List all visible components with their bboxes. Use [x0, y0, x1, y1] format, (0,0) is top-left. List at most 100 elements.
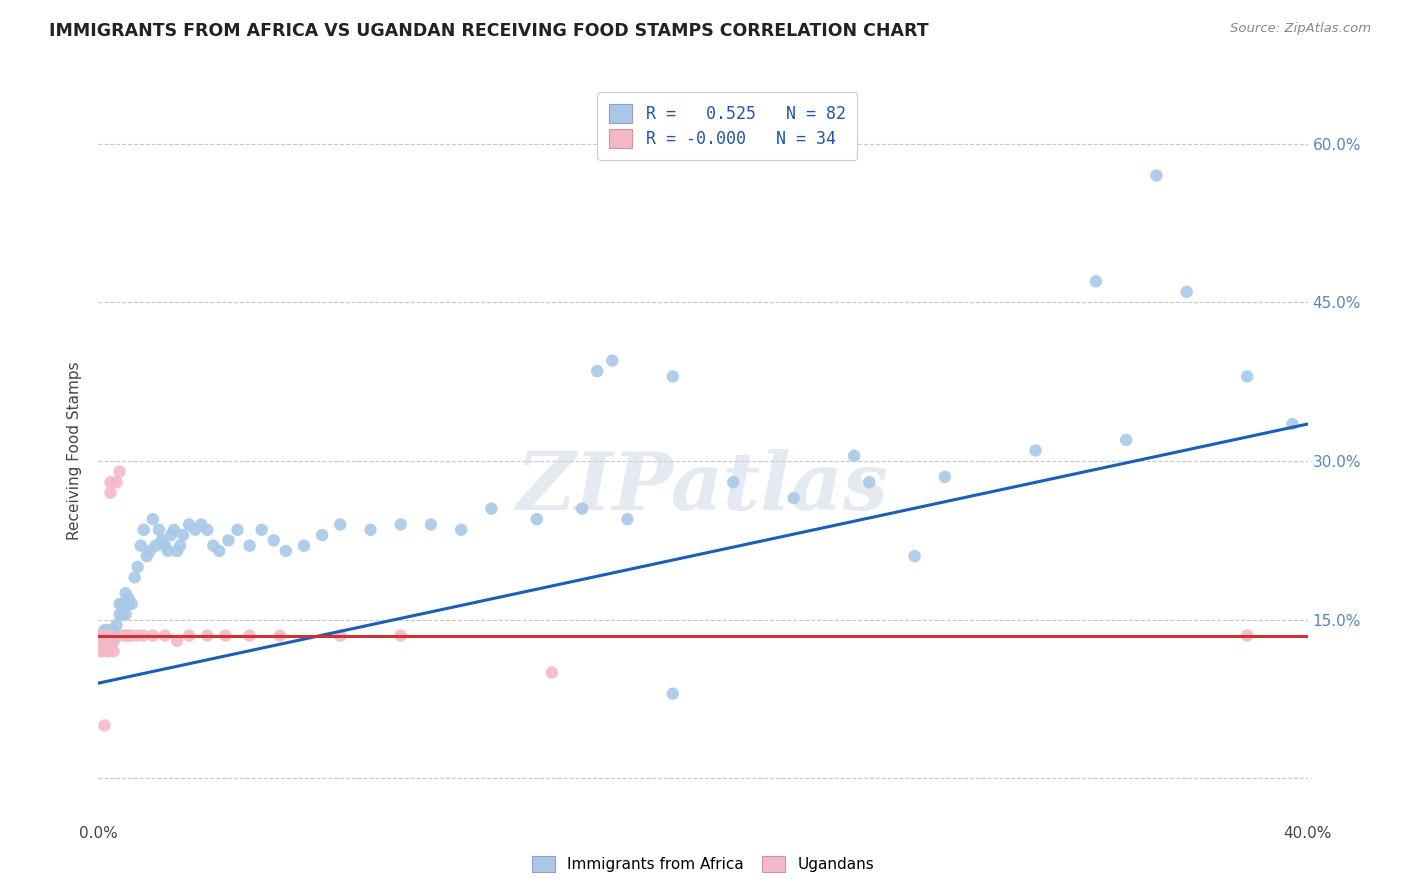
Point [111, 607, 134, 622]
Point [153, 628, 176, 642]
Point [93, 633, 115, 648]
Point [195, 523, 218, 537]
Point [150, 533, 173, 548]
Point [420, 517, 443, 532]
Point [1175, 285, 1198, 299]
Point [934, 470, 956, 484]
Point [103, 624, 125, 638]
Point [540, 665, 562, 680]
Point [311, 528, 333, 542]
Point [389, 517, 412, 532]
Point [208, 544, 231, 558]
Point [142, 512, 165, 526]
Point [783, 491, 806, 505]
Point [96, 644, 118, 658]
Point [114, 607, 136, 622]
Point [250, 523, 273, 537]
Point [858, 475, 880, 490]
Point [156, 544, 179, 558]
Point [145, 539, 167, 553]
Point [616, 512, 638, 526]
Point [121, 628, 143, 642]
Point [179, 517, 201, 532]
Point [118, 591, 141, 606]
Point [96, 628, 118, 642]
Point [111, 597, 134, 611]
Point [274, 544, 297, 558]
Point [1236, 628, 1258, 642]
Point [166, 633, 188, 648]
Point [103, 628, 125, 642]
Point [100, 633, 122, 648]
Point [93, 628, 115, 642]
Point [96, 628, 118, 642]
Point [661, 369, 683, 384]
Legend: R =   0.525   N = 82, R = -0.000   N = 34: R = 0.525 N = 82, R = -0.000 N = 34 [598, 92, 858, 160]
Point [163, 523, 186, 537]
Point [132, 523, 155, 537]
Point [127, 559, 149, 574]
Point [148, 523, 170, 537]
Point [96, 624, 118, 638]
Point [166, 544, 188, 558]
Point [103, 644, 125, 658]
Point [93, 633, 115, 648]
Point [105, 618, 128, 632]
Point [90, 628, 112, 642]
Point [142, 628, 165, 642]
Point [100, 628, 122, 642]
Point [105, 475, 128, 490]
Point [239, 628, 262, 642]
Point [124, 570, 146, 584]
Text: IMMIGRANTS FROM AFRICA VS UGANDAN RECEIVING FOOD STAMPS CORRELATION CHART: IMMIGRANTS FROM AFRICA VS UGANDAN RECEIV… [49, 22, 929, 40]
Point [93, 624, 115, 638]
Point [571, 501, 593, 516]
Point [263, 533, 285, 548]
Point [239, 539, 262, 553]
Point [184, 523, 207, 537]
Point [172, 528, 194, 542]
Point [292, 539, 315, 553]
Point [450, 523, 472, 537]
Point [226, 523, 249, 537]
Point [904, 549, 927, 564]
Point [169, 539, 191, 553]
Point [586, 364, 609, 378]
Point [202, 539, 225, 553]
Point [269, 628, 291, 642]
Point [132, 628, 155, 642]
Point [114, 628, 136, 642]
Point [121, 597, 143, 611]
Point [100, 624, 122, 638]
Point [329, 517, 352, 532]
Y-axis label: Receiving Food Stamps: Receiving Food Stamps [67, 361, 83, 540]
Point [526, 512, 548, 526]
Point [723, 475, 745, 490]
Point [100, 475, 122, 490]
Point [93, 718, 115, 732]
Text: ZIPatlas: ZIPatlas [517, 449, 889, 526]
Point [90, 633, 112, 648]
Point [105, 628, 128, 642]
Point [179, 628, 201, 642]
Point [195, 628, 218, 642]
Point [214, 628, 236, 642]
Point [118, 628, 141, 642]
Text: Source: ZipAtlas.com: Source: ZipAtlas.com [1230, 22, 1371, 36]
Point [90, 644, 112, 658]
Point [108, 465, 131, 479]
Point [190, 517, 212, 532]
Point [160, 528, 183, 542]
Point [602, 353, 624, 368]
Point [111, 628, 134, 642]
Point [217, 533, 239, 548]
Point [90, 639, 112, 653]
Point [153, 539, 176, 553]
Point [108, 607, 131, 622]
Point [114, 586, 136, 600]
Point [481, 501, 503, 516]
Point [127, 628, 149, 642]
Point [96, 639, 118, 653]
Point [135, 549, 157, 564]
Point [90, 628, 112, 642]
